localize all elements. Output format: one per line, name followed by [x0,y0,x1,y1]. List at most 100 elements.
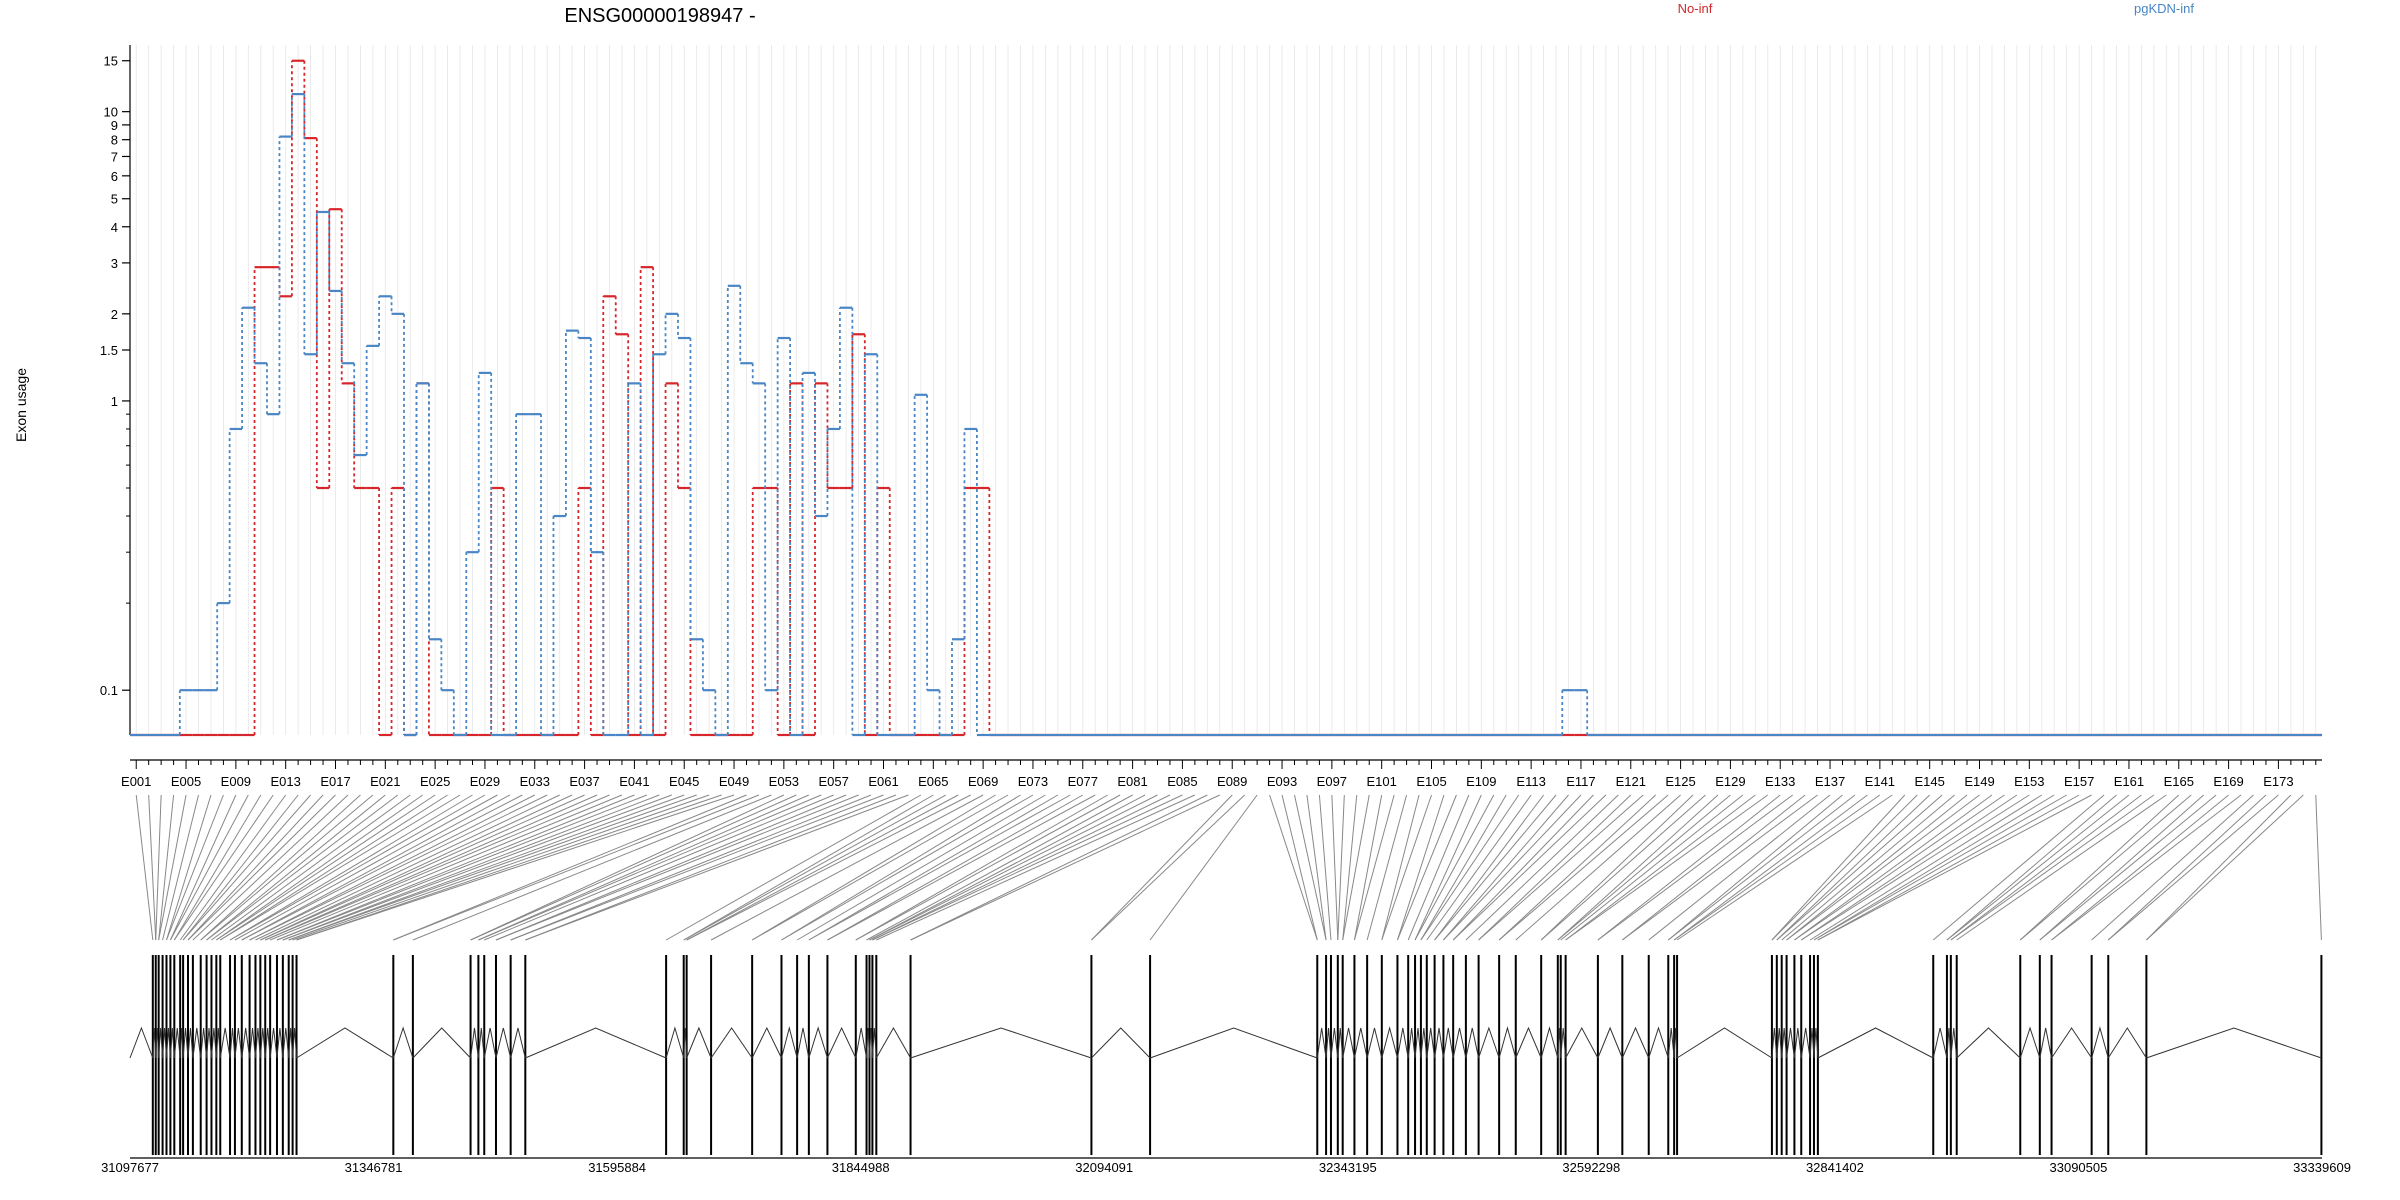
genomic-axis: 31097677 31346781 31595884 31844988 32094091… [101,1157,2351,1175]
exon-connector [1809,794,2043,941]
exon-connector [1306,794,1327,941]
intron-arc [1420,1027,1428,1059]
exon-connector [1294,794,1327,941]
series-no-inf [130,59,2322,737]
intron-arc [1793,1027,1802,1059]
exon-tick-label: E129 [1715,774,1745,789]
exon-tick-label: E089 [1217,774,1247,789]
intron-arc [1325,1027,1332,1059]
exon-connector [665,794,922,941]
intron-arc [1621,1026,1650,1059]
intron-arc [254,1027,261,1059]
exon-tick-label: E073 [1018,774,1048,789]
exon-connector [1396,794,1445,941]
genomic-tick-label: 31595884 [588,1160,646,1175]
exon-connector [1420,794,1507,941]
exon-connector [872,794,1183,941]
exon-connector [1794,794,1993,941]
genomic-tick-label: 33339609 [2293,1160,2351,1175]
intron-arc [2107,1027,2147,1059]
exon-connector [1950,794,2155,941]
intron-arc [219,1027,231,1059]
intron-arc [683,1027,688,1059]
intron-arc [1781,1027,1788,1059]
exon-tick-label: E173 [2263,774,2293,789]
exon-connector [1318,794,1332,941]
exon-connector [1932,794,2105,941]
exon-connector [1676,794,1893,941]
intron-arc [200,1027,208,1059]
exon-tick-label: E009 [221,774,251,789]
intron-arc [259,1027,266,1059]
intron-arc [1316,1027,1327,1059]
chart-title: ENSG00000198947 - [564,5,755,27]
intron-arc [179,1027,184,1059]
y-tick-label: 7 [111,149,118,164]
intron-arc [1465,1027,1480,1059]
exon-connector [1381,794,1432,941]
exon-connector [249,794,535,941]
intron-arc [1817,1027,1934,1059]
exon-connector [288,794,697,941]
intron-arc [296,1027,394,1059]
exon-connector [1786,794,1968,941]
exon-connector [1342,794,1358,941]
intron-arc [292,1027,298,1059]
intron-arc [1407,1027,1416,1059]
exon-connector [872,794,1171,941]
exon-connector [1337,794,1345,941]
exon-connector [1817,794,2080,941]
y-tick-label: 9 [111,118,118,133]
intron-arc [1597,1026,1623,1059]
exon-connector [1800,794,2030,941]
exon-connector [162,794,199,941]
exon-connector [200,794,374,941]
exon-connector [1452,794,1607,941]
exon-connector [166,794,212,941]
exon-connector [910,794,1208,941]
legend-label-pgkdn-inf: pgKDN-inf [2134,1,2194,16]
intron-arc [686,1026,712,1059]
exon-connectors [135,794,2322,941]
series-pgkdn-inf [130,93,2322,737]
exon-connector [1956,794,2167,941]
exon-tick-label: E053 [769,774,799,789]
intron-arc [1396,1027,1409,1059]
exon-connector [1813,794,2055,941]
exon-connector [234,794,498,941]
intron-arc [2091,1026,2109,1059]
exon-connector [1414,794,1495,941]
exon-tick-label: E085 [1167,774,1197,789]
vertical-grid [135,45,2317,735]
intron-arc [1498,1026,1517,1059]
exon-connector [827,794,1084,941]
exon-axis: E001 E005 E009 E013 E017 E021 E025 E029 E033 E037… [121,759,2322,789]
exon-connector [510,794,872,941]
exon-connector [260,794,585,941]
exon-connector [220,794,461,941]
exon-connector [1331,794,1339,941]
exon-tick-label: E125 [1665,774,1695,789]
y-axis-label: Exon usage [13,368,29,442]
intron-arc [129,1026,154,1059]
intron-arc [826,1026,857,1059]
y-tick-label: 3 [111,256,118,271]
intron-arc [871,1027,877,1059]
intron-arc [1091,1027,1151,1059]
exon-connector [1443,794,1582,941]
exon-connector [751,794,1009,941]
exon-connector [869,794,1146,941]
intron-arc [866,1027,870,1059]
intron-arc [1786,1027,1795,1059]
exon-connector [2091,794,2254,941]
intron-arc [187,1027,194,1059]
exon-connector [470,794,797,941]
exon-connector [412,794,772,941]
exon-connector [808,794,1071,941]
legend-label-no-inf: No-inf [1678,1,1713,16]
y-tick-label: 2 [111,307,118,322]
genomic-tick-label: 32094091 [1075,1160,1133,1175]
intron-arc [1414,1027,1422,1059]
exon-connector [1673,794,1881,941]
exon-connector [241,794,511,941]
